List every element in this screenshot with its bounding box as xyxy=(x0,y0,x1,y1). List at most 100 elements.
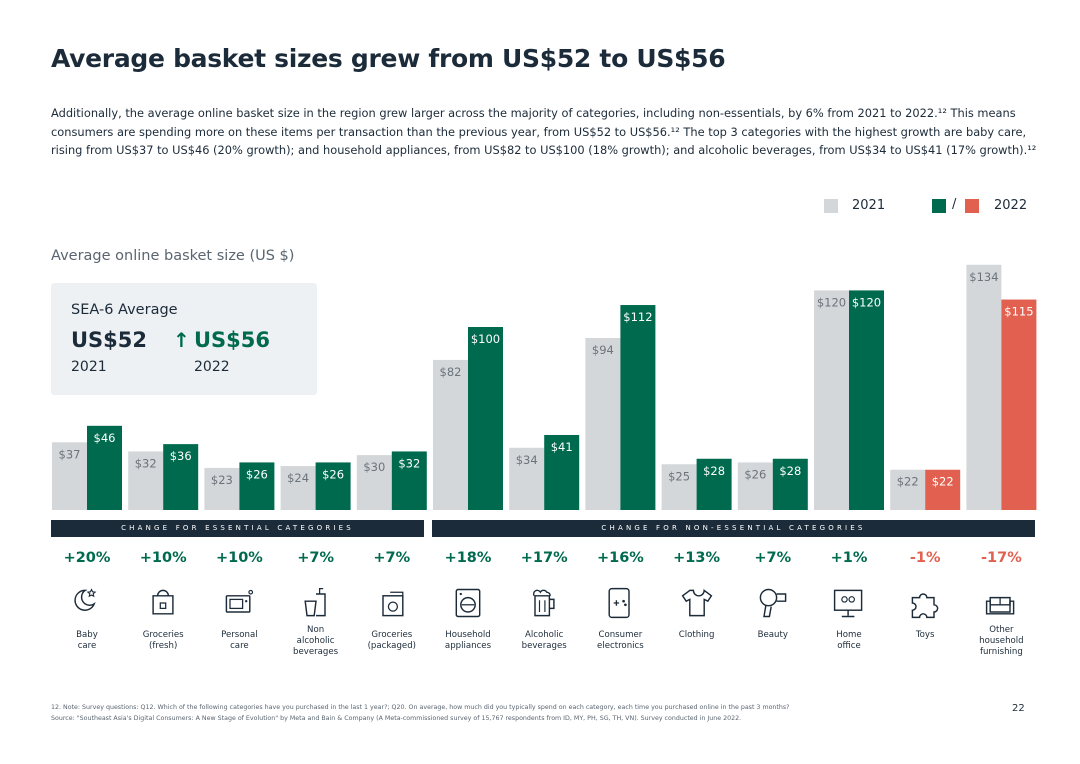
bar-label-2022: $22 xyxy=(932,475,954,489)
average-year-2021: 2021 xyxy=(71,359,107,375)
category-label: Home office xyxy=(836,630,862,651)
bar-label-2022: $120 xyxy=(852,295,881,309)
puzzle-piece-icon xyxy=(886,585,964,621)
bar-label-2021: $24 xyxy=(287,471,309,485)
bar-2022 xyxy=(772,458,808,510)
bar-label-2021: $120 xyxy=(817,295,846,309)
band-essential: CHANGE FOR ESSENTIAL CATEGORIES xyxy=(51,520,424,537)
microwave-icon xyxy=(200,585,278,621)
bar-label-2022: $41 xyxy=(551,440,573,454)
legend-slash: / xyxy=(952,197,957,212)
bar-label-2021: $25 xyxy=(668,469,690,483)
bar-label-2022: $46 xyxy=(94,431,116,445)
legend-label-2021: 2021 xyxy=(852,198,886,213)
bar-label-2022: $100 xyxy=(471,332,500,346)
legend-swatch-2021 xyxy=(824,199,838,213)
bar-label-2021: $23 xyxy=(211,473,233,487)
bar-2022 xyxy=(315,462,351,510)
bar-label-2022: $26 xyxy=(322,467,344,481)
up-arrow-icon: ↑ xyxy=(173,328,190,352)
footnote-note: 12. Note: Survey questions: Q12. Which o… xyxy=(51,704,790,711)
legend-swatch-2022-growth xyxy=(932,199,946,213)
bar-2021 xyxy=(814,290,849,510)
game-controller-icon xyxy=(581,585,659,621)
sofa-icon xyxy=(962,585,1040,621)
category-label: Baby care xyxy=(76,630,98,651)
intro-paragraph: Additionally, the average online basket … xyxy=(51,106,1037,157)
legend-label-2022: 2022 xyxy=(994,198,1028,213)
bar-label-2022: $28 xyxy=(703,464,725,478)
bar-chart: $37 $46 $32 $36 $23 $26 $24 $26 $30 $32 $82 $100 $34… xyxy=(52,264,1037,510)
change-percent: +10% xyxy=(215,550,263,566)
bar-2022 xyxy=(849,290,884,510)
legend: 2021 / 2022 xyxy=(820,197,1040,217)
bar-2022 xyxy=(925,469,961,510)
beer-mug-icon xyxy=(505,585,583,621)
bar-label-2021: $94 xyxy=(592,343,614,357)
bar-2022 xyxy=(544,434,580,510)
change-percent: +10% xyxy=(139,550,187,566)
baby-care-icon xyxy=(48,585,126,621)
hair-dryer-icon xyxy=(734,585,812,621)
bar-label-2021: $34 xyxy=(516,453,538,467)
t-shirt-icon xyxy=(658,585,736,621)
bar-2021 xyxy=(204,467,240,510)
bar-2021 xyxy=(890,469,926,510)
chart-title: Average online basket size (US $) xyxy=(51,248,295,264)
average-year-2022: 2022 xyxy=(194,359,230,375)
packaged-groceries-icon xyxy=(353,585,431,621)
bar-2022 xyxy=(1001,299,1037,510)
bar-label-2021: $82 xyxy=(440,365,462,379)
bar-label-2022: $36 xyxy=(170,449,192,463)
bar-label-2022: $32 xyxy=(398,456,420,470)
page-number: 22 xyxy=(1012,703,1025,714)
bar-label-2022: $115 xyxy=(1004,305,1033,319)
bar-2022 xyxy=(163,444,199,510)
change-percent: +7% xyxy=(297,550,334,566)
bar-label-2021: $22 xyxy=(897,475,919,489)
bar-label-2021: $26 xyxy=(744,467,766,481)
category-label: Alcoholic beverages xyxy=(521,630,567,651)
page-title: Average basket sizes grew from US$52 to … xyxy=(51,44,726,73)
change-percent: +18% xyxy=(444,550,492,566)
change-percent: +13% xyxy=(673,550,721,566)
bar-2021 xyxy=(509,447,545,510)
bar-2021 xyxy=(356,455,392,510)
category-label: Consumer electronics xyxy=(597,630,644,651)
legend-swatch-2022-decline xyxy=(965,199,979,213)
category-label: Toys xyxy=(915,630,935,640)
category-label: Groceries (packaged) xyxy=(367,630,417,651)
bar-2022 xyxy=(391,451,427,510)
category-label: Clothing xyxy=(678,630,715,640)
bar-2022 xyxy=(468,327,503,510)
bar-label-2022: $28 xyxy=(779,464,801,478)
grocery-bag-icon xyxy=(124,585,202,621)
change-percent: -17% xyxy=(981,550,1022,566)
bar-label-2022: $112 xyxy=(623,310,652,324)
bar-2022 xyxy=(696,458,732,510)
bar-2021 xyxy=(52,442,87,510)
bar-label-2022: $26 xyxy=(246,467,268,481)
bar-2022 xyxy=(620,305,656,510)
bar-2022 xyxy=(239,462,275,510)
bar-2022 xyxy=(87,425,122,510)
change-percent: +1% xyxy=(830,550,868,566)
average-box: SEA-6 Average US$52 ↑ US$56 2021 2022 xyxy=(51,283,317,395)
bar-2021 xyxy=(585,337,621,510)
bar-label-2021: $32 xyxy=(135,456,157,470)
bar-2021 xyxy=(661,464,697,510)
bar-label-2021: $134 xyxy=(969,270,998,284)
category-label: Other household furnishing xyxy=(979,625,1024,657)
footnote-source: Source: "Southeast Asia's Digital Consum… xyxy=(51,714,742,722)
average-value-2022: US$56 xyxy=(194,328,271,352)
bar-2021 xyxy=(737,462,773,510)
category-label: Groceries (fresh) xyxy=(142,630,184,651)
bar-label-2021: $37 xyxy=(59,447,81,461)
change-percent: +20% xyxy=(63,550,111,566)
change-percent: +7% xyxy=(373,550,411,566)
category-label: Personal care xyxy=(221,630,258,651)
average-value-2021: US$52 xyxy=(71,328,148,352)
bar-2021 xyxy=(966,264,1002,510)
change-percent: -1% xyxy=(909,550,941,566)
